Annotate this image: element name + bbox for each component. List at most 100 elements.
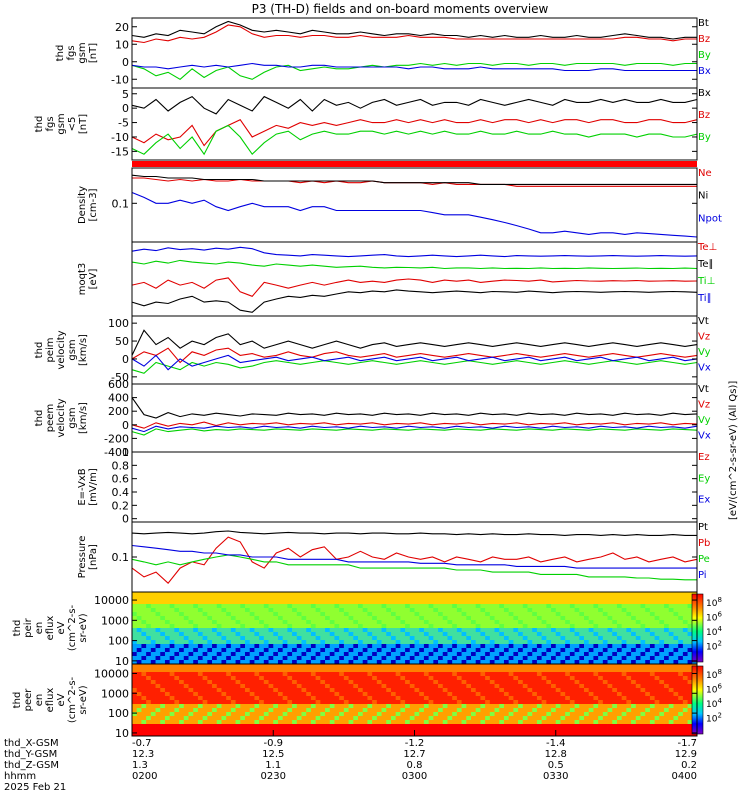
heatmap-cell [447,664,453,669]
heatmap-cell [141,672,147,677]
heatmap-cell [230,708,236,713]
heatmap-cell [132,712,138,717]
heatmap-cell [612,696,618,701]
heatmap-cell [376,676,382,681]
heatmap-cell [522,656,528,661]
heatmap-cell [263,680,269,685]
heatmap-cell [522,636,528,641]
heatmap-cell [376,688,382,693]
heatmap-cell [146,648,152,653]
heatmap-cell [579,672,585,677]
heatmap-cell [664,596,670,601]
heatmap-cell [471,616,477,621]
heatmap-cell [433,628,439,633]
heatmap-cell [673,700,679,705]
y-tick-label: 200 [108,405,129,418]
heatmap-cell [503,668,510,673]
heatmap-cell [541,704,547,709]
heatmap-cell [405,656,411,661]
heatmap-cell [456,700,462,705]
heatmap-cell [174,704,180,709]
heatmap-cell [565,648,571,653]
heatmap-cell [325,648,331,653]
heatmap-cell [494,648,500,653]
heatmap-cell [169,708,175,713]
heatmap-cell [197,640,204,645]
heatmap-cell [353,672,359,677]
heatmap-cell [188,616,194,621]
heatmap-cell [447,604,453,609]
heatmap-cell [292,620,298,625]
heatmap-cell [409,676,415,681]
heatmap-cell [395,708,401,713]
heatmap-cell [301,632,307,637]
heatmap-cell [480,592,486,597]
heatmap-cell [188,608,194,613]
heatmap-cell [230,728,236,733]
heatmap-cell [649,604,656,609]
heatmap-cell [475,648,481,653]
colorbar-tick-label: 108 [706,596,722,609]
heatmap-cell [320,720,326,725]
heatmap-cell [306,724,312,729]
heatmap-cell [240,664,246,669]
heatmap-cell [682,712,688,717]
heatmap-cell [428,596,434,601]
heatmap-cell [649,616,656,621]
heatmap-cell [485,604,491,609]
heatmap-cell [197,616,204,621]
heatmap-cell [551,608,557,613]
heatmap-cell [405,728,411,733]
heatmap-cell [136,676,142,681]
heatmap-cell [381,644,387,649]
heatmap-cell [287,696,293,701]
heatmap-cell [381,604,387,609]
heatmap-cell [414,592,420,597]
heatmap-cell [668,604,674,609]
heatmap-cell [555,660,561,665]
heatmap-cell [160,652,166,657]
heatmap-cell [456,652,462,657]
heatmap-cell [216,620,222,625]
heatmap-cell [442,708,448,713]
heatmap-cell [395,620,401,625]
heatmap-cell [607,636,613,641]
heatmap-cell [536,708,543,713]
heatmap-cell [555,720,561,725]
heatmap-cell [419,684,425,689]
heatmap-cell [230,592,236,597]
heatmap-cell [607,628,613,633]
heatmap-cell [183,636,189,641]
heatmap-cell [221,612,227,617]
heatmap-cell [532,600,538,605]
heatmap-cell [188,688,194,693]
heatmap-cell [513,664,519,669]
heatmap-cell [461,692,467,697]
heatmap-cell [202,692,208,697]
heatmap-cell [612,684,618,689]
y-tick-label: -15 [111,145,129,158]
heatmap-cell [645,636,651,641]
heatmap-cell [461,688,467,693]
heatmap-cell [489,604,495,609]
heatmap-cell [654,616,660,621]
heatmap-cell [367,676,373,681]
heatmap-cell [565,684,571,689]
heatmap-cell [522,612,528,617]
heatmap-cell [532,716,538,721]
heatmap-cell [442,684,448,689]
panel-frame [131,451,698,523]
heatmap-cell [320,624,326,629]
heatmap-cell [588,652,594,657]
heatmap-cell [551,604,557,609]
heatmap-cell [452,652,458,657]
heatmap-cell [249,672,255,677]
heatmap-cell [673,704,679,709]
heatmap-cell [626,636,632,641]
heatmap-cell [668,660,674,665]
heatmap-cell [263,708,269,713]
heatmap-cell [221,716,227,721]
heatmap-cell [673,660,679,665]
heatmap-cell [169,636,175,641]
heatmap-cell [334,700,340,705]
